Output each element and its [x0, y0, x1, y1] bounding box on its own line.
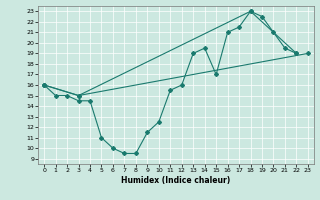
X-axis label: Humidex (Indice chaleur): Humidex (Indice chaleur) — [121, 176, 231, 185]
